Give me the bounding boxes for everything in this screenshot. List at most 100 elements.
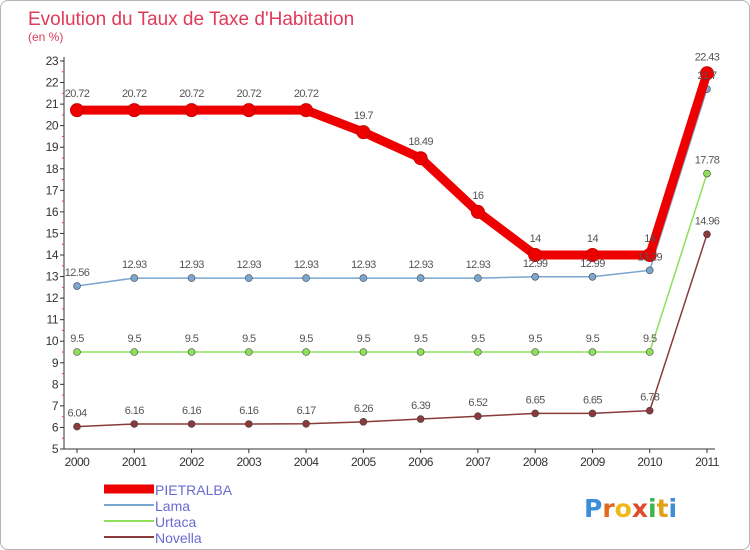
y-tick-label: 16 xyxy=(46,205,59,219)
y-tick-label: 17 xyxy=(46,183,59,197)
data-point xyxy=(130,420,139,428)
data-point xyxy=(187,348,196,356)
data-point xyxy=(416,348,425,356)
data-label: 16 xyxy=(472,190,484,202)
logo-letter: x xyxy=(632,494,648,523)
data-label: 17.78 xyxy=(695,155,720,167)
data-label: 12.93 xyxy=(122,259,147,271)
data-label: 6.17 xyxy=(297,405,316,417)
data-label: 19.7 xyxy=(354,110,373,122)
legend-label-lama: Lama xyxy=(155,498,190,514)
data-point xyxy=(700,66,714,81)
data-label: 12.56 xyxy=(65,267,90,279)
proxiti-logo: Proxiti xyxy=(584,494,677,523)
logo-letter: i xyxy=(669,494,678,523)
data-label: 14 xyxy=(530,233,542,245)
data-label: 12.93 xyxy=(351,259,376,271)
data-point xyxy=(703,169,711,178)
data-label: 6.65 xyxy=(583,394,602,406)
data-label: 12.93 xyxy=(466,259,491,271)
y-tick-label: 10 xyxy=(46,334,59,348)
data-point xyxy=(73,282,81,290)
data-point xyxy=(645,266,654,275)
data-label: 9.5 xyxy=(357,333,371,345)
data-point xyxy=(474,274,482,282)
series-line xyxy=(76,88,708,287)
data-label: 12.99 xyxy=(523,258,548,270)
data-point xyxy=(302,274,310,282)
data-label: 12.93 xyxy=(237,259,262,271)
chart-title: Evolution du Taux de Taxe d'Habitation xyxy=(28,9,354,30)
y-tick-label: 18 xyxy=(46,162,59,176)
data-label: 22.43 xyxy=(695,51,720,63)
proxiti-logo-text: Proxiti xyxy=(584,494,677,523)
y-tick-label: 8 xyxy=(52,377,59,391)
data-point xyxy=(588,272,597,281)
data-label: 9.5 xyxy=(586,333,600,345)
data-label: 6.26 xyxy=(354,403,373,415)
data-label: 6.16 xyxy=(125,405,144,417)
data-point xyxy=(474,348,482,356)
data-label: 21.7 xyxy=(697,70,716,82)
data-point xyxy=(245,348,253,356)
y-tick-label: 15 xyxy=(46,226,59,240)
logo-letter: P xyxy=(584,494,602,523)
x-tick-label: 2005 xyxy=(351,455,377,469)
data-point xyxy=(187,420,196,428)
x-tick-label: 2007 xyxy=(466,455,492,469)
x-tick-label: 2000 xyxy=(65,455,91,469)
data-label: 12.93 xyxy=(294,259,319,271)
x-tick-label: 2011 xyxy=(695,455,720,469)
series-line xyxy=(76,172,708,353)
series-novella xyxy=(73,230,711,431)
data-label: 9.5 xyxy=(70,333,84,345)
legend-label-urtaca: Urtaca xyxy=(155,514,196,530)
data-point xyxy=(359,418,368,426)
data-label: 6.78 xyxy=(640,392,659,404)
x-tick-label: 2008 xyxy=(523,455,549,469)
data-label: 9.5 xyxy=(471,333,485,345)
data-label: 9.5 xyxy=(185,333,199,345)
data-label: 6.16 xyxy=(182,405,201,417)
y-tick-label: 12 xyxy=(46,291,59,305)
data-point xyxy=(642,248,657,262)
x-tick-label: 2003 xyxy=(236,455,262,469)
x-tick-label: 2010 xyxy=(637,455,663,469)
data-point xyxy=(130,274,139,282)
x-tick-label: 2002 xyxy=(179,455,205,469)
y-tick-label: 20 xyxy=(46,119,59,133)
data-label: 20.72 xyxy=(122,88,147,100)
y-tick-label: 19 xyxy=(46,140,59,154)
data-point xyxy=(302,348,310,356)
y-tick-label: 23 xyxy=(46,54,59,68)
data-point xyxy=(588,409,597,418)
data-point xyxy=(416,274,425,282)
data-label: 6.39 xyxy=(411,400,430,412)
series-line xyxy=(72,68,712,260)
y-tick-label: 21 xyxy=(46,97,59,111)
data-point xyxy=(413,151,428,166)
data-label: 12.93 xyxy=(179,259,204,271)
x-tick-label: 2009 xyxy=(580,455,606,469)
data-label: 9.5 xyxy=(242,333,256,345)
logo-letter: t xyxy=(657,494,669,523)
data-point xyxy=(245,420,253,428)
series-pietralba xyxy=(70,66,714,262)
data-point xyxy=(127,103,142,118)
data-label: 20.72 xyxy=(179,88,204,100)
data-label: 14.96 xyxy=(695,215,720,227)
y-tick-label: 13 xyxy=(46,270,59,284)
data-label: 9.5 xyxy=(414,333,428,345)
data-label: 20.72 xyxy=(294,88,319,100)
data-point xyxy=(184,103,199,118)
data-point xyxy=(531,272,539,281)
data-point xyxy=(528,248,543,262)
series-lama xyxy=(73,85,711,290)
data-label: 12.99 xyxy=(580,258,605,270)
y-tick-label: 11 xyxy=(47,313,59,327)
data-point xyxy=(645,348,654,356)
y-tick-label: 7 xyxy=(52,399,59,413)
data-point xyxy=(531,348,539,356)
